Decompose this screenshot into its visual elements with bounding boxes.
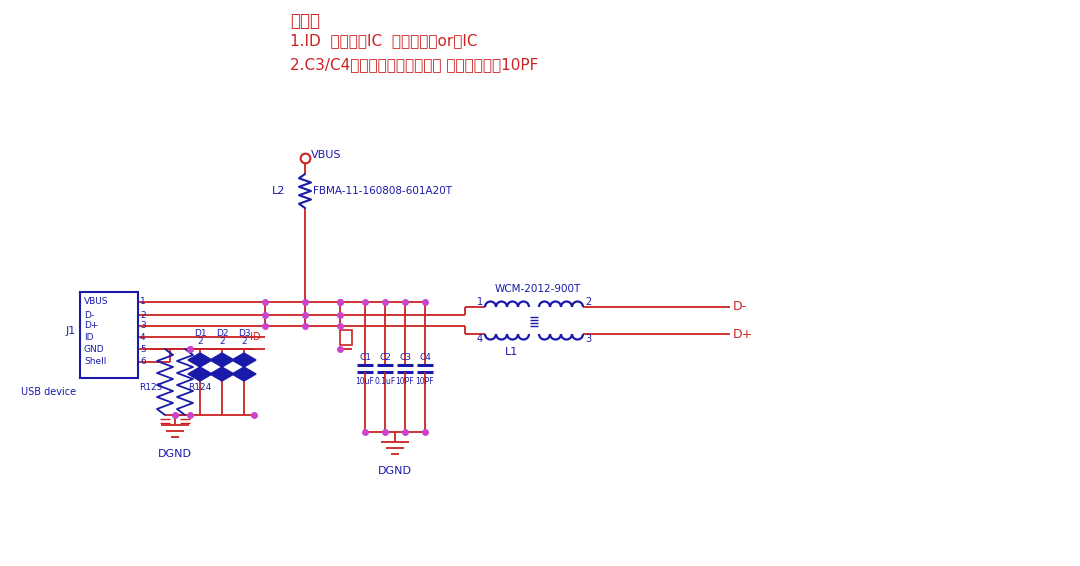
Text: ID: ID [249, 332, 260, 342]
Text: C1: C1 [359, 354, 372, 362]
Text: D-: D- [84, 311, 94, 319]
Text: FBMA-11-160808-601A20T: FBMA-11-160808-601A20T [313, 186, 453, 196]
Bar [340, 330, 352, 345]
Text: 4: 4 [477, 334, 483, 344]
Text: L1: L1 [505, 347, 518, 357]
Text: D+: D+ [733, 328, 753, 341]
Text: 2: 2 [241, 337, 247, 345]
Text: D-: D- [733, 301, 747, 314]
Polygon shape [232, 367, 256, 381]
Text: 1: 1 [477, 297, 483, 307]
Text: 2.C3/C4根据测试结果来调试， 建议不要大于10PF: 2.C3/C4根据测试结果来调试， 建议不要大于10PF [291, 57, 538, 72]
Text: 10PF: 10PF [395, 376, 415, 385]
Text: 0.1uF: 0.1uF [375, 376, 395, 385]
Text: 3: 3 [585, 334, 591, 344]
Text: USB device: USB device [21, 387, 76, 397]
Text: D1: D1 [193, 328, 206, 337]
Text: 2: 2 [140, 311, 146, 319]
Text: 1: 1 [140, 298, 146, 307]
Text: 6: 6 [140, 358, 146, 367]
Text: DGND: DGND [158, 449, 192, 459]
Text: 备注：: 备注： [291, 12, 320, 30]
Text: 2: 2 [219, 337, 225, 345]
Text: R123: R123 [138, 383, 162, 392]
Text: GND: GND [84, 345, 105, 354]
Text: D+: D+ [84, 321, 98, 331]
Text: 5: 5 [140, 345, 146, 354]
Text: 10PF: 10PF [416, 376, 434, 385]
Text: Shell: Shell [84, 358, 106, 367]
Text: DGND: DGND [378, 466, 411, 476]
Polygon shape [188, 353, 212, 367]
Polygon shape [188, 367, 212, 381]
Text: C4: C4 [419, 354, 431, 362]
Text: C3: C3 [399, 354, 411, 362]
Text: L2: L2 [272, 186, 285, 196]
Text: 1.ID  网络根据IC  来决定接地or接IC: 1.ID 网络根据IC 来决定接地or接IC [291, 33, 477, 48]
Text: ID: ID [84, 332, 94, 341]
Text: D2: D2 [216, 328, 228, 337]
Text: 2: 2 [198, 337, 203, 345]
Text: VBUS: VBUS [84, 298, 108, 307]
Text: R124: R124 [188, 383, 212, 392]
Text: C2: C2 [379, 354, 391, 362]
Bar [80, 292, 138, 378]
Text: J1: J1 [66, 326, 76, 336]
Text: 4: 4 [140, 332, 146, 341]
Polygon shape [210, 353, 234, 367]
Polygon shape [232, 353, 256, 367]
Polygon shape [210, 367, 234, 381]
Text: 3: 3 [140, 321, 146, 331]
Text: 2: 2 [585, 297, 591, 307]
Text: 10uF: 10uF [355, 376, 375, 385]
Text: VBUS: VBUS [311, 150, 341, 160]
Text: D3: D3 [238, 328, 251, 337]
Text: WCM-2012-900T: WCM-2012-900T [495, 284, 581, 294]
